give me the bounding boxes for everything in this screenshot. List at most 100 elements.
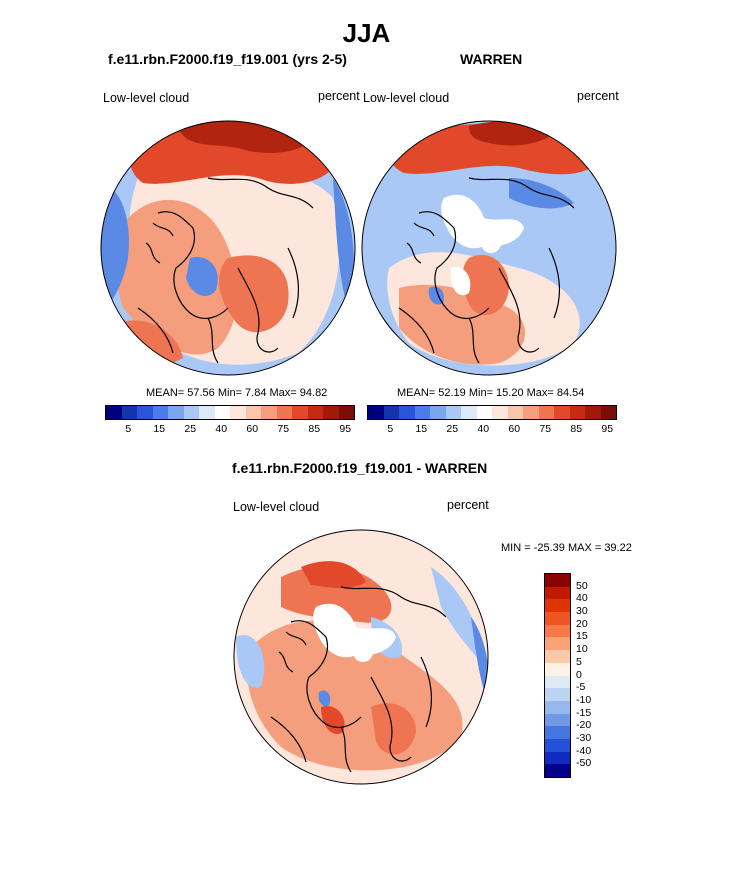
colorbar-swatch [545,650,570,663]
colorbar-tick-label: 40 [477,423,490,435]
colorbar-tick-label: 60 [246,423,259,435]
coastline [398,177,575,354]
colorbar-tick-label: -50 [576,757,592,770]
colorbar-swatch [545,700,570,714]
colorbar-swatch [507,406,523,419]
right-panel-variable: Low-level cloud [363,91,450,105]
colorbar-swatch [545,574,570,587]
colorbar-swatch [461,406,477,419]
right-panel-stats: MEAN= 52.19 Min= 15.20 Max= 84.54 [397,387,585,399]
colorbar-tick-label: 5 [576,655,582,668]
colorbar-swatch [245,406,261,419]
colorbar-swatch [383,406,399,419]
colorbar-tick-label: 95 [601,423,614,435]
colorbar-swatch [292,406,308,419]
colorbar-tick-label: 0 [576,668,582,681]
colorbar-swatch [183,406,199,419]
coastline [270,586,447,763]
colorbar-swatch [430,406,446,419]
field-region [450,267,471,296]
difference-colorbar-ticks: 50 40 30 20 15 10 5 0 -5 -10 -15 -20 -30 -40 -50 [576,573,616,776]
field-region [431,567,486,667]
colorbar-swatch [368,406,384,419]
colorbar-tick-label: 85 [570,423,583,435]
colorbar-swatch [545,624,570,638]
colorbar-swatch [492,406,508,419]
colorbar-tick-label: 40 [215,423,228,435]
colorbar-tick-label: 30 [576,605,588,618]
colorbar-swatch [199,406,215,419]
field-region [301,561,366,589]
left-polar-map [100,120,356,376]
colorbar-swatch [323,406,339,419]
field-region [371,703,416,755]
colorbar-swatch [545,637,570,651]
diff-panel-title: f.e11.rbn.F2000.f19_f19.001 - WARREN [232,460,488,476]
colorbar-tick-label: 50 [576,579,588,592]
colorbar-swatch [214,406,230,419]
colorbar-swatch [545,688,570,701]
colorbar-tick-label: 25 [446,423,459,435]
colorbar-swatch [545,662,570,676]
colorbar-swatch [152,406,168,419]
coastline [278,631,352,773]
field-region [116,199,237,355]
colorbar-swatch [445,406,461,419]
colorbar-swatch [399,406,415,419]
field-region [471,617,488,697]
colorbar-tick-label: -5 [576,681,586,694]
colorbar-swatch [261,406,277,419]
colorbar-tick-label: -10 [576,693,592,706]
colorbar-tick-label: 75 [277,423,290,435]
colorbar-tick-label: 75 [539,423,552,435]
field-region [218,255,289,333]
colorbar-tick-label: 15 [415,423,428,435]
colorbar-tick-label: 95 [339,423,352,435]
colorbar-swatch [545,738,570,752]
right-polar-map [361,120,617,376]
colorbar-tick-label: 60 [508,423,521,435]
colorbar-tick-label: 85 [308,423,321,435]
colorbar-swatch [106,406,122,419]
left-panel-title: f.e11.rbn.F2000.f19_f19.001 (yrs 2-5) [108,51,347,67]
colorbar-swatch [121,406,137,419]
field-region [333,178,354,308]
colorbar-tick-label: 5 [125,423,132,435]
coastline [406,222,480,364]
field-region [236,635,265,688]
difference-colorbar [544,573,571,778]
colorbar-swatch [230,406,246,419]
field-region [186,257,218,297]
colorbar-swatch [476,406,492,419]
colorbar-tick-label: -30 [576,731,592,744]
field-region [441,194,524,249]
colorbar-swatch [545,612,570,625]
colorbar-tick-label: 15 [153,423,166,435]
right-colorbar [367,405,617,420]
colorbar-swatch [545,751,570,765]
colorbar-swatch [585,406,601,419]
colorbar-swatch [338,406,354,419]
left-colorbar [105,405,355,420]
field-region [118,320,183,364]
difference-polar-map [233,529,489,785]
colorbar-swatch [545,726,570,739]
field-region [313,603,396,658]
colorbar-tick-label: 5 [387,423,394,435]
colorbar-swatch [545,586,570,600]
colorbar-swatch [276,406,292,419]
right-colorbar-ticks: 5 15 25 40 60 75 85 95 [367,423,615,437]
colorbar-tick-label: 25 [184,423,197,435]
colorbar-tick-label: -40 [576,744,592,757]
pole-blank [353,642,373,662]
field-region [318,690,331,707]
colorbar-tick-label: 15 [576,630,588,643]
colorbar-tick-label: 40 [576,592,588,605]
coastline [145,222,219,364]
colorbar-swatch [538,406,554,419]
colorbar-swatch [545,713,570,727]
colorbar-swatch [414,406,430,419]
main-title: JJA [342,18,391,48]
colorbar-swatch [137,406,153,419]
left-panel-variable: Low-level cloud [103,91,190,105]
